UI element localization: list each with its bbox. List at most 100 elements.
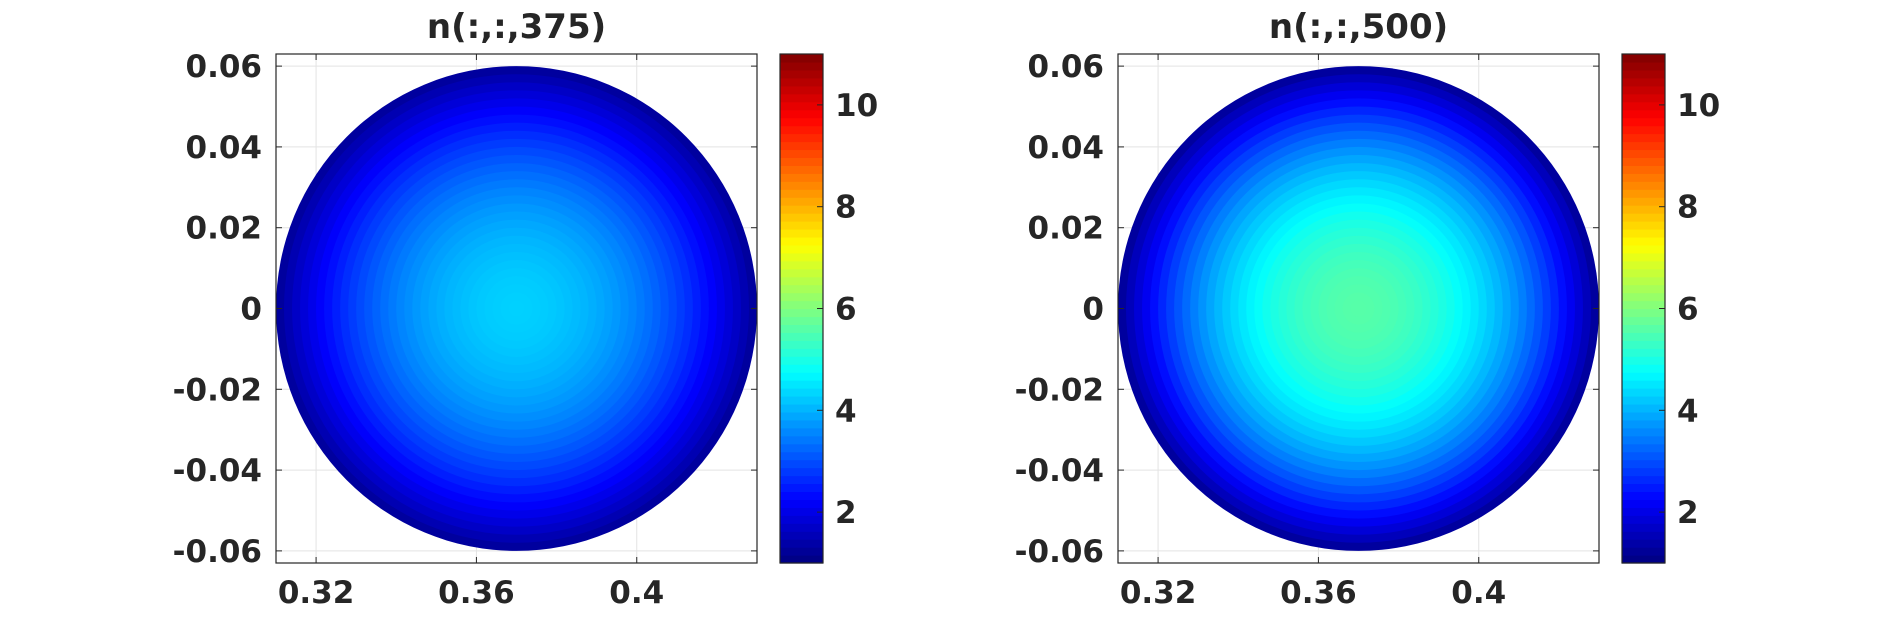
- colorbar-swatch-4: [1622, 523, 1665, 532]
- colorbar-swatch-35: [1622, 276, 1665, 286]
- x-tick-label: 0.4: [1451, 575, 1506, 611]
- colorbar-swatch-20: [780, 395, 823, 405]
- colorbar-swatch-57: [1622, 101, 1665, 111]
- colorbar-swatch-42: [780, 221, 823, 230]
- colorbar-swatch-34: [780, 284, 823, 294]
- colorbar-swatch-19: [1622, 403, 1665, 413]
- x-tick-label: 0.36: [1280, 575, 1357, 611]
- chart-title: n(:,:,500): [1269, 7, 1448, 47]
- colorbar-swatch-61: [780, 69, 823, 79]
- colorbar-swatch-8: [780, 491, 823, 500]
- colorbar-swatch-47: [780, 181, 823, 190]
- colorbar-swatch-53: [1622, 133, 1665, 143]
- colorbar-swatch-7: [1622, 499, 1665, 508]
- colorbar-swatch-55: [780, 117, 823, 127]
- colorbar-tick-label: 8: [1677, 190, 1699, 226]
- colorbar-swatch-11: [780, 467, 823, 477]
- colorbar-swatch-5: [780, 515, 823, 524]
- colorbar-swatch-52: [1622, 141, 1665, 151]
- colorbar-swatch-36: [1622, 268, 1665, 278]
- colorbar-swatch-10: [780, 475, 823, 485]
- colorbar-swatch-11: [1622, 467, 1665, 477]
- contour-field: [276, 66, 757, 551]
- y-tick-label: 0.04: [186, 130, 263, 166]
- colorbar-swatch-22: [1622, 380, 1665, 389]
- colorbar-swatch-17: [1622, 419, 1665, 429]
- contour-level-29: [508, 300, 525, 317]
- colorbar-swatch-40: [1622, 236, 1665, 246]
- colorbar-swatch-52: [780, 141, 823, 151]
- colorbar-swatch-39: [780, 244, 823, 254]
- y-tick-label: -0.04: [173, 453, 262, 489]
- colorbar-swatch-46: [1622, 189, 1665, 198]
- colorbar-swatch-15: [780, 435, 823, 445]
- colorbar-swatch-12: [780, 459, 823, 469]
- colorbar-swatch-19: [780, 403, 823, 413]
- y-tick-label: 0.04: [1028, 130, 1105, 166]
- colorbar-swatch-24: [1622, 364, 1665, 373]
- x-tick-label: 0.32: [1120, 575, 1197, 611]
- colorbar-swatch-58: [1622, 93, 1665, 103]
- colorbar-swatch-32: [1622, 300, 1665, 310]
- colorbar-swatch-63: [780, 54, 823, 63]
- colorbar-tick-label: 4: [835, 393, 857, 429]
- colorbar-swatch-43: [780, 213, 823, 222]
- colorbar-swatch-41: [780, 228, 823, 238]
- colorbar-swatch-14: [1622, 443, 1665, 453]
- colorbar-swatch-38: [780, 252, 823, 262]
- colorbar-tick-label: 2: [1677, 495, 1699, 531]
- colorbar-swatch-7: [780, 499, 823, 508]
- y-tick-label: 0.06: [186, 49, 263, 85]
- colorbar-swatch-6: [780, 507, 823, 516]
- colorbar-swatch-31: [780, 308, 823, 318]
- colorbar-swatch-10: [1622, 475, 1665, 485]
- colorbar-swatch-30: [780, 316, 823, 326]
- colorbar-swatch-18: [780, 411, 823, 421]
- colorbar-swatch-62: [1622, 61, 1665, 71]
- colorbar-swatch-27: [780, 340, 823, 349]
- colorbar-swatch-38: [1622, 252, 1665, 262]
- x-tick-label: 0.4: [609, 575, 664, 611]
- colorbar-swatch-51: [1622, 149, 1665, 158]
- contour-level-29: [1350, 300, 1367, 317]
- colorbar-swatch-43: [1622, 213, 1665, 222]
- colorbar-swatch-23: [780, 372, 823, 381]
- colorbar-swatch-39: [1622, 244, 1665, 254]
- colorbar-swatch-1: [1622, 547, 1665, 556]
- colorbar-swatch-54: [1622, 125, 1665, 135]
- colorbar-swatch-37: [1622, 260, 1665, 270]
- colorbar-tick-label: 6: [835, 292, 857, 328]
- colorbar-swatch-24: [780, 364, 823, 373]
- colorbar-swatch-2: [780, 539, 823, 548]
- colorbar-swatch-25: [780, 356, 823, 365]
- colorbar-swatch-62: [780, 61, 823, 71]
- colorbar-swatch-37: [780, 260, 823, 270]
- colorbar-swatch-27: [1622, 340, 1665, 349]
- colorbar-swatch-6: [1622, 507, 1665, 516]
- colorbar-swatch-16: [780, 427, 823, 437]
- colorbar-swatch-50: [1622, 157, 1665, 166]
- colorbar-swatch-28: [1622, 332, 1665, 341]
- colorbar-swatch-16: [1622, 427, 1665, 437]
- y-tick-label: -0.06: [1015, 534, 1104, 570]
- colorbar-swatch-31: [1622, 308, 1665, 318]
- colorbar-swatch-33: [780, 292, 823, 302]
- colorbar: 2 4 6 8 10: [779, 53, 878, 564]
- colorbar-swatch-55: [1622, 117, 1665, 127]
- colorbar-swatch-46: [780, 189, 823, 198]
- colorbar-swatch-50: [780, 157, 823, 166]
- colorbar-swatch-9: [1622, 483, 1665, 493]
- colorbar-swatch-29: [1622, 324, 1665, 333]
- y-tick-label: 0.02: [186, 211, 263, 247]
- colorbar-swatch-63: [1622, 54, 1665, 63]
- colorbar-swatch-58: [780, 93, 823, 103]
- colorbar-swatch-20: [1622, 395, 1665, 405]
- colorbar-swatch-49: [1622, 165, 1665, 174]
- colorbar-swatch-4: [780, 523, 823, 532]
- colorbar-swatch-25: [1622, 356, 1665, 365]
- colorbar-swatch-21: [780, 388, 823, 397]
- colorbar-tick-label: 8: [835, 190, 857, 226]
- colorbar-swatch-34: [1622, 284, 1665, 294]
- colorbar-swatch-1: [780, 547, 823, 556]
- colorbar-swatch-54: [780, 125, 823, 135]
